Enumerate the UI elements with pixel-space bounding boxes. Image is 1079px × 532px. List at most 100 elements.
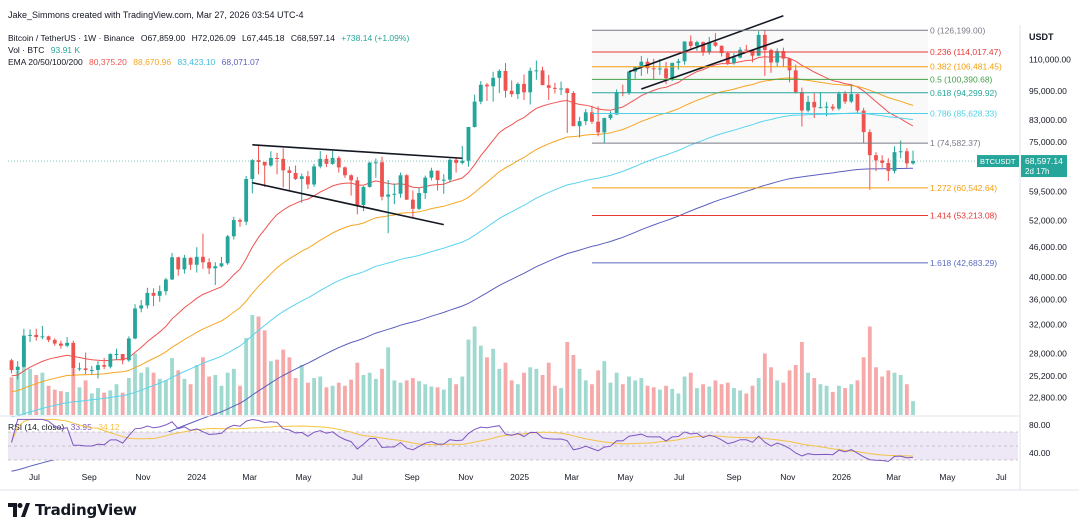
candle-body [52,339,57,344]
volume-bar [28,368,32,415]
volume-bar [509,380,514,415]
candle-body [762,34,767,51]
tradingview-logo: TradingView [8,501,137,519]
volume-bar [843,388,848,415]
candle-body [799,92,804,111]
candle-body [639,61,644,67]
candle-body [213,266,218,269]
candle-body [108,354,113,367]
price-tick-label: 36,000.00 [1029,294,1067,304]
candle-body [40,336,45,338]
volume-bar [849,384,854,415]
candle-body [102,365,107,367]
volume-bar [478,345,483,415]
volume-bar [133,353,137,415]
price-tag-countdown: 2d 17h [1025,167,1049,176]
volume-bar [867,326,872,415]
volume-bar [812,378,817,415]
volume-bar [855,380,860,415]
volume-bar [608,382,613,415]
candle-body [806,101,810,111]
ohlc-open: O67,859.00 [140,33,186,43]
volume-bar [657,389,662,415]
price-tick-label: 59,500.00 [1029,187,1067,197]
candle-body [503,70,508,91]
volume-bar [682,376,687,415]
volume-bar [386,347,391,415]
candle-body [176,257,181,270]
volume-bar [145,367,150,415]
volume-bar [410,378,415,415]
volume-bar [725,382,730,415]
volume-bar [151,372,156,415]
candle-body [867,132,872,156]
volume-bar [21,347,26,415]
volume-bar [781,382,786,415]
volume-bar [108,390,113,415]
candle-body [478,84,483,102]
volume-bar [590,384,594,415]
volume-bar [52,389,57,415]
volume-bar [713,380,718,415]
volume-bar [417,381,421,415]
candle-body [361,186,366,205]
time-tick-label: Nov [780,472,796,482]
candle-body [515,83,520,95]
candle-body [312,166,317,185]
price-tick-label: 40,000.00 [1029,272,1067,282]
candle-body [126,338,131,361]
candle-body [448,159,452,180]
volume-bar [392,380,397,415]
fib-level-label: 0.618 (94,299.92) [930,88,997,98]
volume-bar [614,372,619,415]
channel-upper-line [628,15,784,73]
volume-bar [256,316,261,415]
volume-bar [830,391,835,415]
candle-body [349,175,354,181]
volume-bar [874,367,878,415]
candle-body [194,256,199,265]
currency-label: USDT [1029,32,1054,42]
volume-bar [182,378,187,415]
channel-lower-line [641,38,784,90]
ohlc-change: +738.14 (+1.09%) [341,33,410,43]
volume-bar [268,361,273,415]
candle-body [614,92,619,115]
volume-bar [367,372,372,415]
candle-body [435,170,440,180]
candle-body [355,180,360,205]
symbol-tag-label: BTCUSDT [980,157,1016,166]
time-tick-label: Nov [135,472,151,482]
volume-bar [404,380,409,415]
candle-body [775,51,780,63]
time-tick-label: Mar [564,472,579,482]
candle-body [423,177,428,194]
time-tick-label: Nov [458,472,474,482]
volume-bar [194,365,199,415]
ema20-value: 80,375.20 [89,57,127,67]
symbol-legend: Bitcoin / TetherUS · 1W · Binance O67,85… [8,33,413,43]
candle-body [911,161,915,164]
candle-body [577,121,582,127]
time-tick-label: 2025 [510,472,529,482]
candle-body [509,90,514,95]
fib-level-label: 0.236 (114,017.47) [930,47,1001,57]
volume-bar [824,385,829,415]
time-tick-label: Sep [82,472,97,482]
candle-body [305,176,310,185]
volume-legend: Vol · BTC 93.91 K [8,45,84,55]
volume-bar [837,385,841,415]
candle-body [287,170,292,173]
candle-body [392,193,397,195]
volume-bar [738,390,743,415]
volume-bar [46,385,51,415]
ema50-value: 88,670.96 [133,57,172,67]
candle-body [225,236,230,264]
volume-bar [9,377,14,415]
candle-body [318,158,323,167]
candle-body [874,155,878,161]
volume-bar [343,385,347,415]
price-tick-label: 110,000.00 [1029,55,1071,65]
